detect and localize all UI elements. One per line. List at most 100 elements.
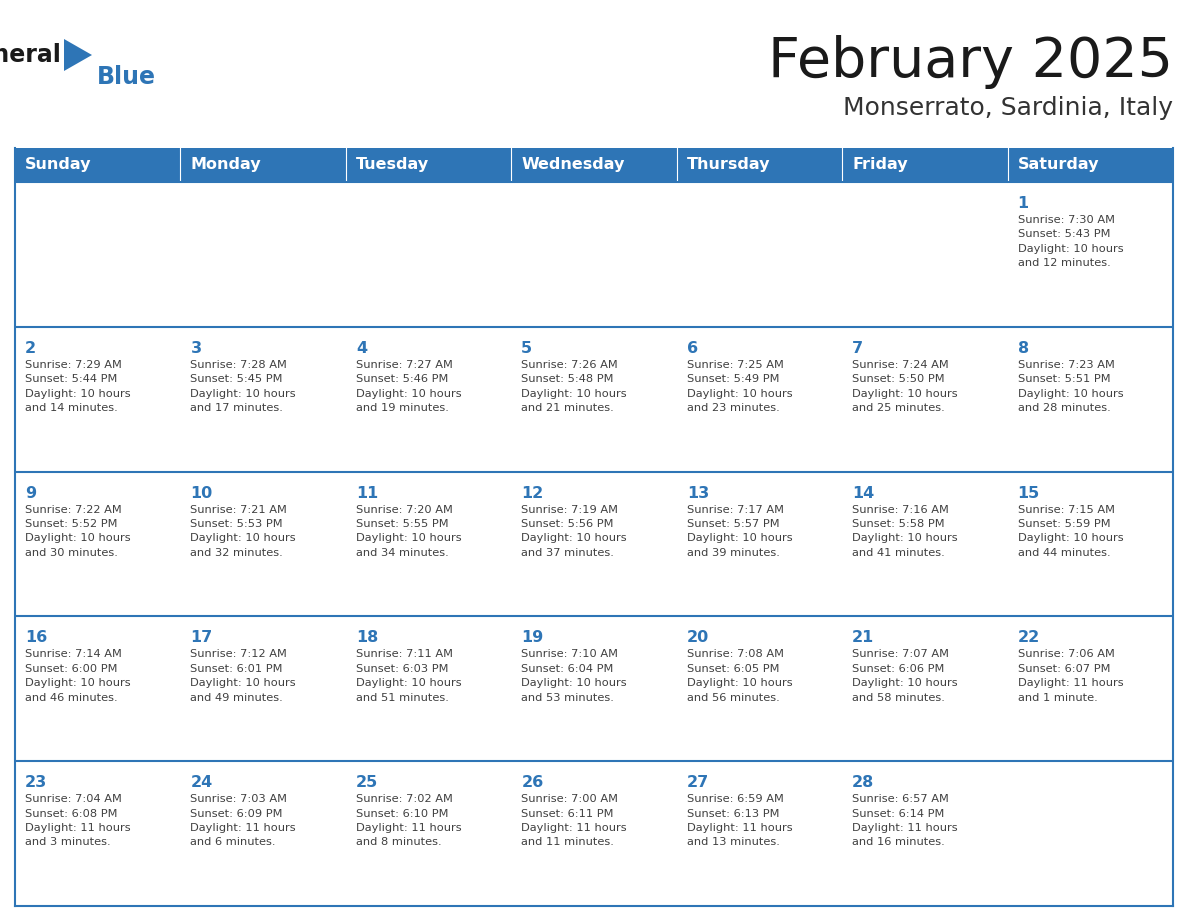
Bar	[181, 616, 346, 761]
Text: Sunrise: 7:06 AM
Sunset: 6:07 PM
Daylight: 11 hours
and 1 minute.: Sunrise: 7:06 AM Sunset: 6:07 PM Dayligh…	[1018, 649, 1123, 702]
Text: Sunrise: 7:14 AM
Sunset: 6:00 PM
Daylight: 10 hours
and 46 minutes.: Sunrise: 7:14 AM Sunset: 6:00 PM Dayligh…	[25, 649, 131, 702]
Text: 8: 8	[1018, 341, 1029, 356]
Text: 25: 25	[356, 775, 378, 790]
Bar	[346, 148, 511, 182]
Bar	[15, 148, 181, 182]
Text: Saturday: Saturday	[1018, 158, 1099, 173]
Text: Sunrise: 7:24 AM
Sunset: 5:50 PM
Daylight: 10 hours
and 25 minutes.: Sunrise: 7:24 AM Sunset: 5:50 PM Dayligh…	[852, 360, 958, 413]
Bar	[181, 182, 346, 327]
Text: Sunrise: 7:15 AM
Sunset: 5:59 PM
Daylight: 10 hours
and 44 minutes.: Sunrise: 7:15 AM Sunset: 5:59 PM Dayligh…	[1018, 505, 1123, 558]
Bar	[1007, 472, 1173, 616]
Bar	[677, 761, 842, 906]
Bar	[511, 761, 677, 906]
Text: 14: 14	[852, 486, 874, 500]
Bar	[677, 327, 842, 472]
Text: Sunrise: 7:26 AM
Sunset: 5:48 PM
Daylight: 10 hours
and 21 minutes.: Sunrise: 7:26 AM Sunset: 5:48 PM Dayligh…	[522, 360, 627, 413]
Bar	[842, 148, 1007, 182]
Text: 11: 11	[356, 486, 378, 500]
Text: 7: 7	[852, 341, 864, 356]
Text: 28: 28	[852, 775, 874, 790]
Text: Sunrise: 7:20 AM
Sunset: 5:55 PM
Daylight: 10 hours
and 34 minutes.: Sunrise: 7:20 AM Sunset: 5:55 PM Dayligh…	[356, 505, 461, 558]
Text: 6: 6	[687, 341, 697, 356]
Text: 24: 24	[190, 775, 213, 790]
Text: 16: 16	[25, 631, 48, 645]
Bar	[181, 761, 346, 906]
Text: 1: 1	[1018, 196, 1029, 211]
Bar	[842, 182, 1007, 327]
Bar	[1007, 616, 1173, 761]
Text: Sunrise: 7:12 AM
Sunset: 6:01 PM
Daylight: 10 hours
and 49 minutes.: Sunrise: 7:12 AM Sunset: 6:01 PM Dayligh…	[190, 649, 296, 702]
Bar	[346, 761, 511, 906]
Text: Sunrise: 7:22 AM
Sunset: 5:52 PM
Daylight: 10 hours
and 30 minutes.: Sunrise: 7:22 AM Sunset: 5:52 PM Dayligh…	[25, 505, 131, 558]
Text: Sunrise: 7:11 AM
Sunset: 6:03 PM
Daylight: 10 hours
and 51 minutes.: Sunrise: 7:11 AM Sunset: 6:03 PM Dayligh…	[356, 649, 461, 702]
Text: Sunrise: 7:25 AM
Sunset: 5:49 PM
Daylight: 10 hours
and 23 minutes.: Sunrise: 7:25 AM Sunset: 5:49 PM Dayligh…	[687, 360, 792, 413]
Text: 18: 18	[356, 631, 378, 645]
Bar	[677, 616, 842, 761]
Bar	[346, 327, 511, 472]
Bar	[15, 472, 181, 616]
Bar	[1007, 327, 1173, 472]
Bar	[1007, 761, 1173, 906]
Text: Wednesday: Wednesday	[522, 158, 625, 173]
Text: 2: 2	[25, 341, 36, 356]
Bar	[346, 472, 511, 616]
Text: 19: 19	[522, 631, 544, 645]
Text: 21: 21	[852, 631, 874, 645]
Bar	[1007, 182, 1173, 327]
Bar	[511, 327, 677, 472]
Text: Sunrise: 6:59 AM
Sunset: 6:13 PM
Daylight: 11 hours
and 13 minutes.: Sunrise: 6:59 AM Sunset: 6:13 PM Dayligh…	[687, 794, 792, 847]
Text: Thursday: Thursday	[687, 158, 770, 173]
Text: Blue: Blue	[97, 65, 156, 89]
Bar	[842, 472, 1007, 616]
Text: 4: 4	[356, 341, 367, 356]
Text: Sunrise: 7:08 AM
Sunset: 6:05 PM
Daylight: 10 hours
and 56 minutes.: Sunrise: 7:08 AM Sunset: 6:05 PM Dayligh…	[687, 649, 792, 702]
Bar	[511, 472, 677, 616]
Bar	[842, 761, 1007, 906]
Bar	[842, 327, 1007, 472]
Text: Sunrise: 7:29 AM
Sunset: 5:44 PM
Daylight: 10 hours
and 14 minutes.: Sunrise: 7:29 AM Sunset: 5:44 PM Dayligh…	[25, 360, 131, 413]
Text: Sunrise: 7:17 AM
Sunset: 5:57 PM
Daylight: 10 hours
and 39 minutes.: Sunrise: 7:17 AM Sunset: 5:57 PM Dayligh…	[687, 505, 792, 558]
Polygon shape	[64, 39, 91, 71]
Text: 26: 26	[522, 775, 544, 790]
Text: Sunrise: 7:10 AM
Sunset: 6:04 PM
Daylight: 10 hours
and 53 minutes.: Sunrise: 7:10 AM Sunset: 6:04 PM Dayligh…	[522, 649, 627, 702]
Text: General: General	[0, 43, 62, 67]
Bar	[181, 472, 346, 616]
Text: Sunrise: 7:23 AM
Sunset: 5:51 PM
Daylight: 10 hours
and 28 minutes.: Sunrise: 7:23 AM Sunset: 5:51 PM Dayligh…	[1018, 360, 1123, 413]
Text: 13: 13	[687, 486, 709, 500]
Bar	[677, 182, 842, 327]
Bar	[511, 148, 677, 182]
Text: Sunrise: 7:30 AM
Sunset: 5:43 PM
Daylight: 10 hours
and 12 minutes.: Sunrise: 7:30 AM Sunset: 5:43 PM Dayligh…	[1018, 215, 1123, 268]
Bar	[15, 182, 181, 327]
Text: Monserrato, Sardinia, Italy: Monserrato, Sardinia, Italy	[843, 96, 1173, 120]
Text: 3: 3	[190, 341, 202, 356]
Text: 10: 10	[190, 486, 213, 500]
Bar	[15, 616, 181, 761]
Text: Sunrise: 7:02 AM
Sunset: 6:10 PM
Daylight: 11 hours
and 8 minutes.: Sunrise: 7:02 AM Sunset: 6:10 PM Dayligh…	[356, 794, 461, 847]
Text: 12: 12	[522, 486, 544, 500]
Bar	[677, 148, 842, 182]
Text: 9: 9	[25, 486, 36, 500]
Text: 5: 5	[522, 341, 532, 356]
Text: 22: 22	[1018, 631, 1040, 645]
Bar	[842, 616, 1007, 761]
Bar	[511, 616, 677, 761]
Text: 17: 17	[190, 631, 213, 645]
Bar	[677, 472, 842, 616]
Text: Sunrise: 7:28 AM
Sunset: 5:45 PM
Daylight: 10 hours
and 17 minutes.: Sunrise: 7:28 AM Sunset: 5:45 PM Dayligh…	[190, 360, 296, 413]
Text: Sunrise: 7:03 AM
Sunset: 6:09 PM
Daylight: 11 hours
and 6 minutes.: Sunrise: 7:03 AM Sunset: 6:09 PM Dayligh…	[190, 794, 296, 847]
Text: Sunrise: 7:27 AM
Sunset: 5:46 PM
Daylight: 10 hours
and 19 minutes.: Sunrise: 7:27 AM Sunset: 5:46 PM Dayligh…	[356, 360, 461, 413]
Bar	[346, 182, 511, 327]
Text: Sunrise: 7:00 AM
Sunset: 6:11 PM
Daylight: 11 hours
and 11 minutes.: Sunrise: 7:00 AM Sunset: 6:11 PM Dayligh…	[522, 794, 627, 847]
Text: Tuesday: Tuesday	[356, 158, 429, 173]
Text: Sunrise: 7:07 AM
Sunset: 6:06 PM
Daylight: 10 hours
and 58 minutes.: Sunrise: 7:07 AM Sunset: 6:06 PM Dayligh…	[852, 649, 958, 702]
Text: Sunrise: 7:19 AM
Sunset: 5:56 PM
Daylight: 10 hours
and 37 minutes.: Sunrise: 7:19 AM Sunset: 5:56 PM Dayligh…	[522, 505, 627, 558]
Text: Sunrise: 7:04 AM
Sunset: 6:08 PM
Daylight: 11 hours
and 3 minutes.: Sunrise: 7:04 AM Sunset: 6:08 PM Dayligh…	[25, 794, 131, 847]
Text: Sunrise: 7:16 AM
Sunset: 5:58 PM
Daylight: 10 hours
and 41 minutes.: Sunrise: 7:16 AM Sunset: 5:58 PM Dayligh…	[852, 505, 958, 558]
Bar	[346, 616, 511, 761]
Text: Sunrise: 6:57 AM
Sunset: 6:14 PM
Daylight: 11 hours
and 16 minutes.: Sunrise: 6:57 AM Sunset: 6:14 PM Dayligh…	[852, 794, 958, 847]
Text: Monday: Monday	[190, 158, 261, 173]
Text: 15: 15	[1018, 486, 1040, 500]
Text: Sunday: Sunday	[25, 158, 91, 173]
Text: Friday: Friday	[852, 158, 908, 173]
Text: Sunrise: 7:21 AM
Sunset: 5:53 PM
Daylight: 10 hours
and 32 minutes.: Sunrise: 7:21 AM Sunset: 5:53 PM Dayligh…	[190, 505, 296, 558]
